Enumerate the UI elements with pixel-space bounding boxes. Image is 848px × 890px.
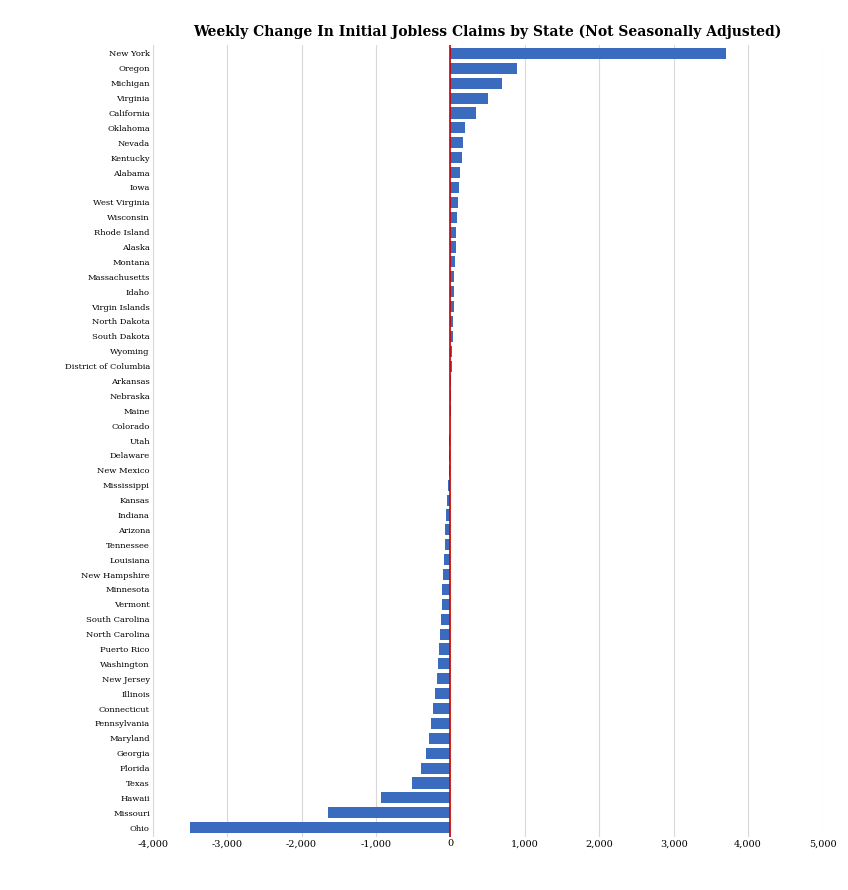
Bar (450, 256, 455, 268)
Bar (450, 182, 459, 193)
Bar (450, 108, 477, 118)
Bar (444, 569, 450, 580)
Bar (450, 301, 454, 312)
Title: Weekly Change In Initial Jobless Claims by State (Not Seasonally Adjusted): Weekly Change In Initial Jobless Claims … (193, 25, 782, 39)
Bar (327, 807, 450, 819)
Bar (444, 554, 450, 565)
Bar (446, 509, 450, 521)
Bar (450, 167, 460, 178)
Bar (450, 241, 455, 253)
Bar (450, 271, 455, 282)
Bar (450, 227, 456, 238)
Bar (431, 718, 450, 729)
Bar (447, 495, 450, 506)
Bar (450, 137, 463, 149)
Bar (421, 763, 450, 773)
Bar (450, 122, 465, 134)
Bar (450, 345, 452, 357)
Bar (429, 732, 450, 744)
Bar (450, 286, 454, 297)
Bar (440, 628, 450, 640)
Bar (449, 435, 450, 446)
Bar (439, 643, 450, 654)
Bar (433, 703, 450, 714)
Bar (381, 792, 450, 804)
Bar (450, 360, 452, 372)
Bar (411, 778, 450, 789)
Bar (450, 152, 461, 163)
Bar (441, 613, 450, 625)
Bar (450, 376, 451, 386)
Bar (450, 197, 458, 208)
Bar (449, 465, 450, 476)
Bar (450, 77, 503, 89)
Bar (450, 331, 453, 342)
Bar (449, 449, 450, 461)
Bar (442, 599, 450, 610)
Bar (450, 48, 726, 59)
Bar (448, 480, 450, 490)
Bar (445, 524, 450, 536)
Bar (438, 659, 450, 669)
Bar (437, 673, 450, 684)
Bar (435, 688, 450, 700)
Bar (443, 584, 450, 595)
Bar (450, 212, 457, 222)
Bar (450, 93, 488, 103)
Bar (426, 748, 450, 759)
Bar (190, 822, 450, 833)
Bar (450, 316, 453, 327)
Bar (450, 62, 517, 74)
Bar (444, 539, 450, 550)
